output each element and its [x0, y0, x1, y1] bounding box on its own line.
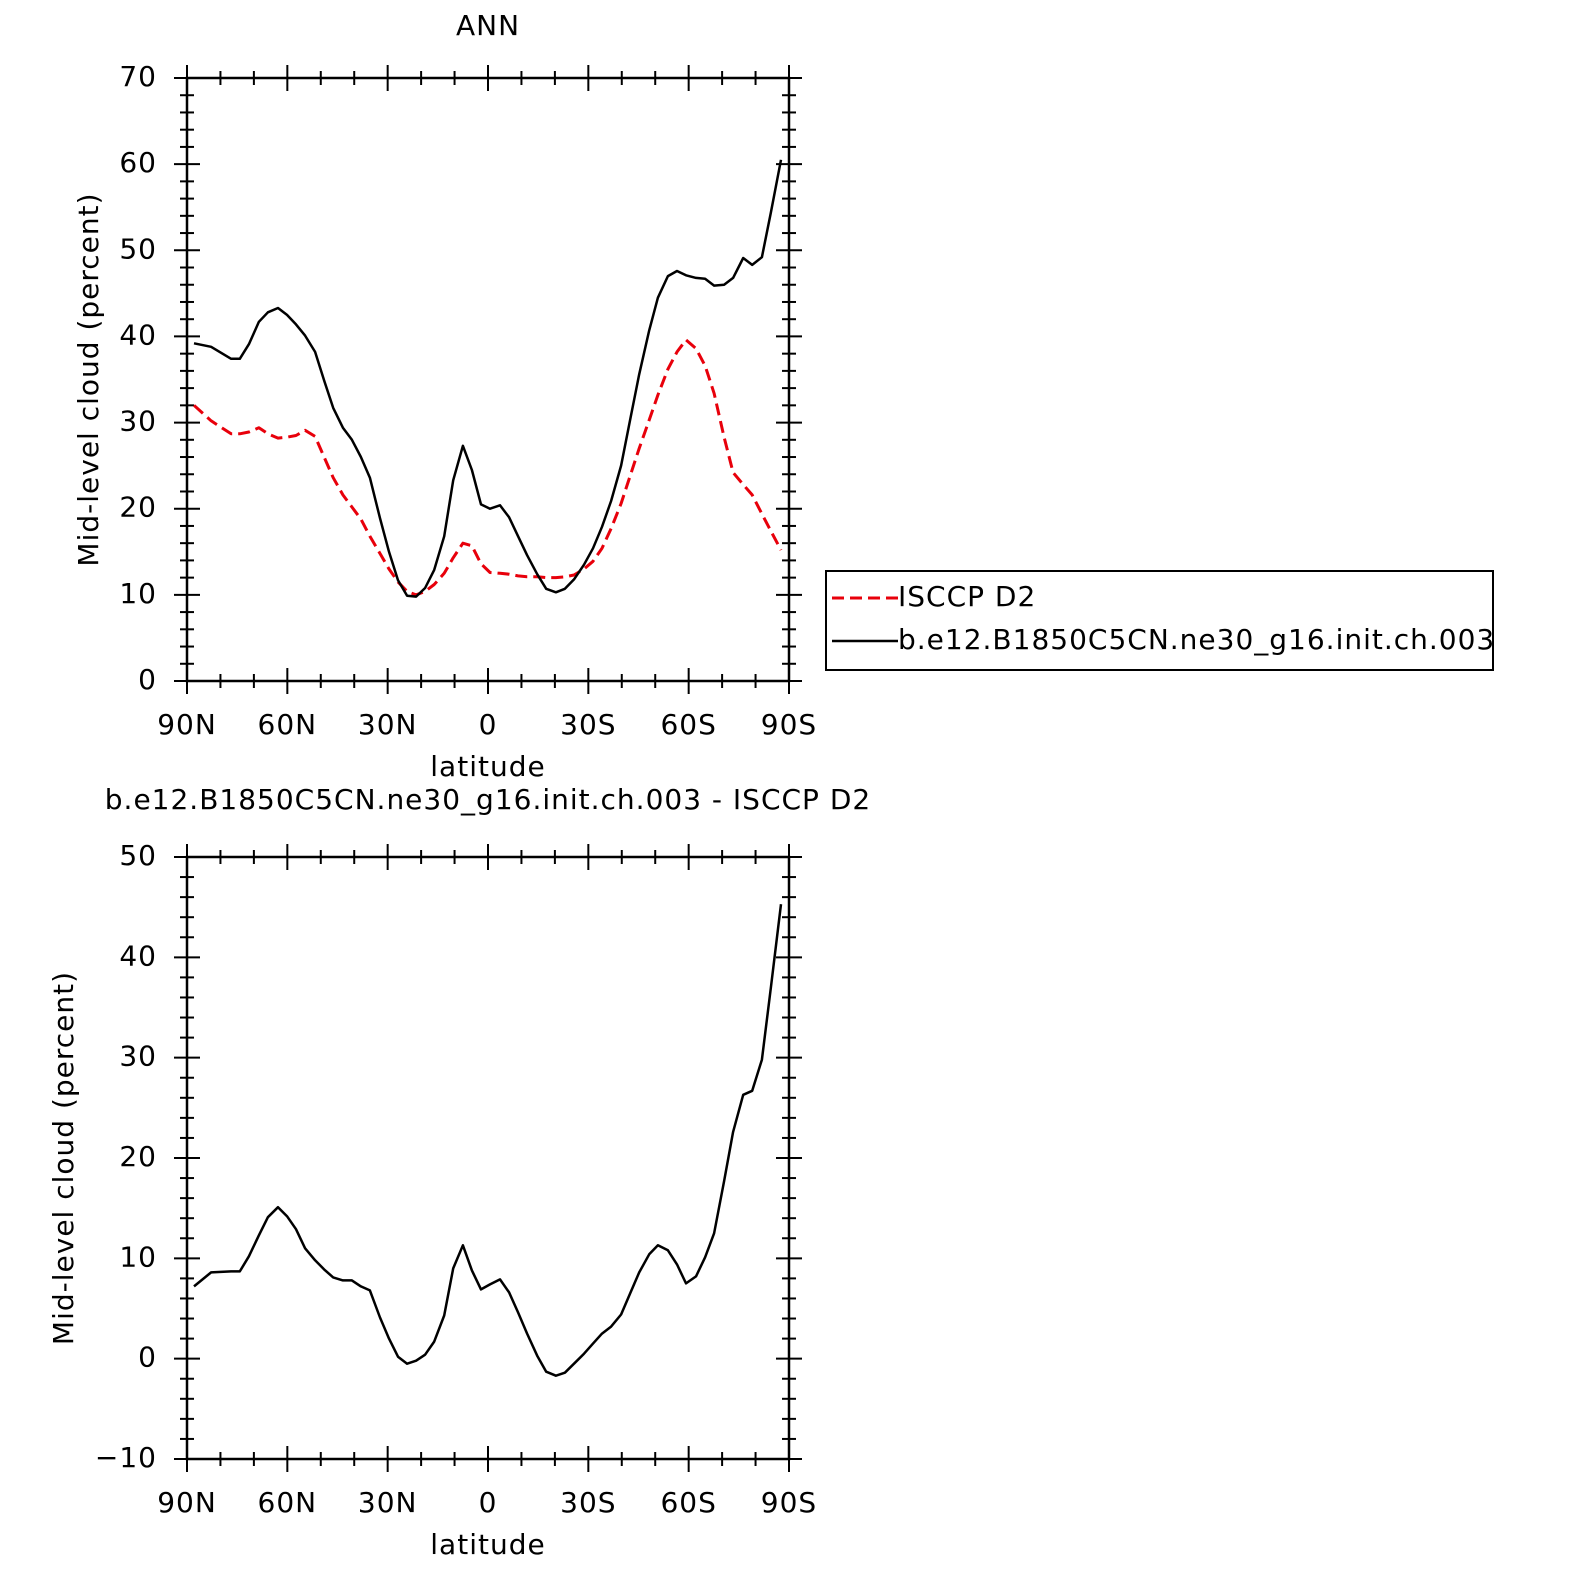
- y-tick-label: 40: [119, 939, 157, 972]
- chart-title: ANN: [456, 9, 520, 42]
- y-tick-label: 70: [119, 60, 157, 93]
- x-axis-label: latitude: [430, 750, 545, 783]
- y-axis-label: Mid-level cloud (percent): [72, 192, 105, 566]
- y-tick-label: 0: [138, 1341, 157, 1374]
- legend-box: [825, 570, 1494, 671]
- x-tick-label: 60N: [258, 708, 318, 741]
- x-tick-label: 90N: [157, 708, 217, 741]
- chart-title: b.e12.B1850C5CN.ne30_g16.init.ch.003 - I…: [105, 783, 871, 816]
- x-tick-label: 0: [479, 708, 498, 741]
- plot-frame: [185, 855, 791, 1461]
- x-tick-label: 60S: [660, 1486, 716, 1519]
- x-tick-label: 30S: [560, 708, 616, 741]
- x-tick-label: 90N: [157, 1486, 217, 1519]
- y-axis-label: Mid-level cloud (percent): [47, 971, 80, 1345]
- y-tick-label: −10: [95, 1441, 157, 1474]
- y-tick-label: 10: [119, 1240, 157, 1273]
- series-line: [193, 904, 783, 1377]
- y-tick-label: 40: [119, 318, 157, 351]
- x-tick-label: 90S: [761, 708, 817, 741]
- legend-label: b.e12.B1850C5CN.ne30_g16.init.ch.003: [898, 623, 1495, 656]
- y-tick-label: 10: [119, 577, 157, 610]
- y-tick-label: 20: [119, 1140, 157, 1173]
- y-tick-label: 20: [119, 491, 157, 524]
- x-tick-label: 30N: [358, 1486, 418, 1519]
- x-tick-label: 30S: [560, 1486, 616, 1519]
- x-tick-label: 30N: [358, 708, 418, 741]
- y-tick-label: 0: [138, 663, 157, 696]
- y-tick-label: 30: [119, 405, 157, 438]
- y-tick-label: 30: [119, 1040, 157, 1073]
- y-tick-label: 50: [119, 839, 157, 872]
- x-tick-label: 60S: [660, 708, 716, 741]
- series-line: [193, 159, 783, 598]
- x-axis-label: latitude: [430, 1528, 545, 1561]
- x-tick-label: 60N: [258, 1486, 318, 1519]
- legend-label: ISCCP D2: [898, 580, 1036, 613]
- series-line: [192, 338, 783, 597]
- x-tick-label: 0: [479, 1486, 498, 1519]
- y-tick-label: 60: [119, 146, 157, 179]
- x-tick-label: 90S: [761, 1486, 817, 1519]
- y-tick-label: 50: [119, 232, 157, 265]
- plot-frame: [185, 76, 791, 683]
